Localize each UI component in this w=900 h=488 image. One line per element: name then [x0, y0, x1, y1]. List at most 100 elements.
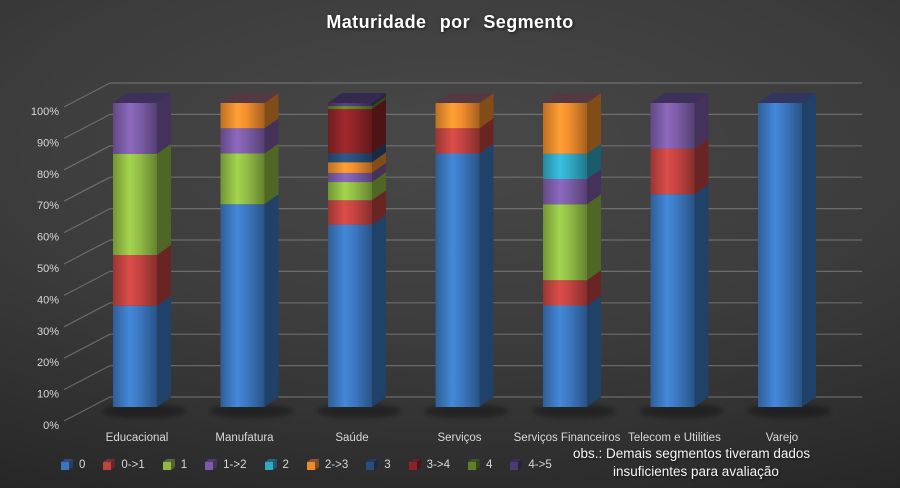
bar-segment: [543, 179, 587, 205]
bar-segment: [543, 103, 587, 154]
bar-side-face: [479, 118, 494, 154]
bar-segment: [650, 194, 695, 407]
bar-segment: [220, 128, 265, 154]
bar-segment: [543, 305, 587, 407]
bar-side-face: [372, 143, 386, 163]
bar-side-face: [157, 93, 171, 154]
legend-item: 4->5: [509, 458, 552, 471]
bar-shadow: [532, 404, 616, 418]
legend-item: 1->2: [204, 458, 247, 471]
bar-shadow: [102, 404, 186, 418]
legend-swatch-cube-icon: [205, 459, 218, 470]
legend-swatch-cube-icon: [162, 459, 175, 470]
bar-segment: [113, 153, 157, 255]
bar-side-face: [587, 194, 601, 281]
legend-swatch-cube-icon: [61, 459, 73, 470]
category-label: Saúde: [335, 432, 368, 444]
y-axis-label: 80%: [37, 169, 59, 181]
tick-connector: [63, 365, 111, 391]
bar-side-face: [802, 93, 816, 407]
y-axis-label: 20%: [37, 357, 59, 369]
legend-label: 1->2: [223, 458, 247, 471]
bar-side-face: [694, 138, 709, 195]
bar-segment: [328, 162, 372, 173]
bar-segment: [220, 204, 265, 407]
bar-side-face: [587, 169, 601, 205]
category-label: Varejo: [766, 432, 798, 444]
bar-top-face: [758, 93, 816, 103]
y-axis-label: 30%: [37, 326, 59, 338]
legend-label: 4->5: [528, 458, 552, 471]
bar-segment: [543, 280, 587, 306]
legend-item: 2->3: [306, 458, 348, 471]
bar-side-face: [587, 93, 601, 154]
legend-item: 3: [365, 458, 391, 471]
bar: [435, 93, 494, 408]
bar-segment: [758, 103, 802, 407]
bar-top-face: [435, 93, 494, 103]
bar-side-face: [372, 172, 386, 201]
category-label: Serviços: [437, 432, 481, 444]
bar-segment: [328, 224, 372, 407]
bar-segment: [543, 153, 587, 179]
tick-connector: [63, 302, 111, 328]
y-axis-label: 40%: [37, 294, 59, 306]
tick-connector: [63, 270, 111, 296]
bar-side-face: [157, 245, 171, 306]
bar-side-face: [372, 214, 386, 407]
legend-item: 4: [467, 458, 492, 471]
legend-swatch-cube-icon: [510, 459, 523, 470]
bar-segment: [543, 204, 587, 281]
bar-shadow: [747, 404, 831, 418]
category-label: Educacional: [106, 432, 169, 444]
bar: [113, 93, 171, 407]
bar-side-face: [479, 143, 494, 408]
legend-swatch-cube-icon: [366, 459, 379, 470]
bar-side-face: [264, 118, 279, 154]
bar-segment: [113, 103, 157, 154]
bar-segment: [328, 106, 372, 110]
bar: [650, 93, 709, 407]
bar-side-face: [372, 190, 386, 225]
bar-side-face: [264, 93, 279, 129]
tick-connector: [63, 333, 111, 359]
bar-side-face: [694, 93, 709, 149]
y-axis-label: 10%: [37, 389, 59, 401]
bar-side-face: [157, 295, 171, 407]
legend-label: 2->3: [324, 458, 349, 471]
y-axis-label: 0%: [43, 420, 59, 432]
legend-item: 0: [60, 458, 85, 471]
legend: 0 0->1 1 1->2 2 2->3 3 3->4 4 4->5: [60, 458, 552, 471]
bar: [220, 93, 279, 407]
footnote: obs.: Demais segmentos tiveram dados ins…: [573, 445, 893, 480]
y-axis-label: 90%: [37, 137, 59, 149]
bar-segment: [328, 172, 372, 183]
bar-segment: [435, 153, 480, 407]
category-label: Serviços Financeiros: [514, 432, 621, 444]
y-axis-label: 70%: [37, 200, 59, 212]
chart-title: Maturidade por Segmento: [326, 12, 574, 32]
bar-side-face: [372, 99, 386, 154]
y-axis-label: 50%: [37, 263, 59, 275]
legend-item: 1: [162, 458, 187, 471]
bar-side-face: [264, 143, 279, 205]
bar-segment: [113, 305, 157, 407]
tick-connector: [63, 145, 111, 171]
legend-swatch-cube-icon: [468, 459, 480, 470]
bar-segment: [650, 148, 695, 195]
bar-segment: [435, 128, 480, 154]
tick-connector: [63, 82, 111, 108]
y-axis-label: 60%: [37, 232, 59, 244]
bar-segment: [328, 153, 372, 163]
bar-side-face: [372, 96, 386, 110]
bar-side-face: [587, 143, 601, 179]
bar-side-face: [372, 93, 386, 107]
legend-label: 0->1: [121, 458, 145, 471]
tick-connector: [63, 239, 111, 265]
tick-connector: [63, 396, 111, 422]
tick-connector: [63, 208, 111, 234]
legend-item: 0->1: [102, 458, 145, 471]
bar: [543, 93, 601, 407]
tick-connector: [63, 113, 111, 139]
bar-side-face: [157, 143, 171, 255]
